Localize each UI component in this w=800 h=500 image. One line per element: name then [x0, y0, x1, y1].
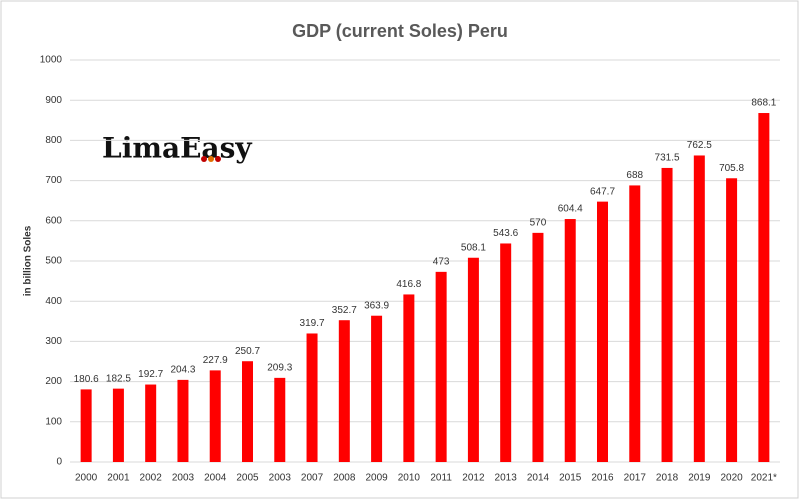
x-tick-label: 2019 [688, 473, 711, 484]
y-tick-label: 1000 [40, 55, 63, 66]
bar [726, 178, 738, 462]
x-tick-label: 2008 [333, 473, 356, 484]
x-tick-label: 2013 [495, 473, 518, 484]
bar [242, 361, 253, 462]
bar [338, 320, 350, 462]
x-tick-label: 2009 [365, 473, 388, 484]
x-tick-label: 2003 [172, 473, 195, 484]
value-label: 705.8 [719, 163, 744, 174]
x-tick-label: 2000 [75, 473, 98, 484]
value-label: 319.7 [300, 318, 325, 329]
bar [145, 384, 157, 462]
value-label: 180.6 [74, 374, 99, 385]
value-label: 209.3 [267, 363, 292, 374]
x-tick-label: 2015 [559, 473, 582, 484]
value-label: 543.6 [493, 228, 518, 239]
bar [80, 389, 92, 462]
x-tick-label: 2017 [624, 473, 647, 484]
x-tick-label: 2007 [301, 473, 324, 484]
x-tick-label: 2016 [591, 473, 614, 484]
x-tick-label: 2011 [430, 473, 452, 484]
value-label: 192.7 [138, 369, 163, 380]
y-tick-label: 200 [45, 376, 62, 387]
x-tick-label: 2005 [236, 473, 259, 484]
x-tick-label: 2018 [656, 473, 679, 484]
y-tick-label: 0 [56, 457, 62, 468]
bar [564, 219, 576, 462]
y-tick-label: 400 [45, 296, 62, 307]
value-label: 227.9 [203, 355, 228, 366]
value-label: 352.7 [332, 305, 357, 316]
logo-dot [201, 156, 207, 162]
x-tick-label: 2012 [462, 473, 485, 484]
bar [467, 257, 479, 462]
x-tick-label: 2020 [720, 473, 743, 484]
value-label: 182.5 [106, 373, 131, 384]
value-label: 508.1 [461, 242, 486, 253]
bar [112, 388, 124, 462]
bar [177, 379, 189, 462]
value-label: 250.7 [235, 346, 260, 357]
y-tick-label: 600 [45, 215, 62, 226]
chart-title: GDP (current Soles) Peru [292, 21, 508, 41]
value-label: 647.7 [590, 186, 615, 197]
bar [758, 113, 770, 462]
logo: LimaEasy [102, 132, 252, 165]
value-label: 868.1 [751, 98, 776, 109]
value-label: 604.4 [558, 204, 583, 215]
bar [629, 185, 641, 462]
value-label: 204.3 [170, 365, 195, 376]
bar [532, 232, 544, 462]
value-label: 688 [626, 170, 643, 181]
y-tick-label: 500 [45, 256, 62, 267]
bar [500, 243, 512, 462]
x-tick-label: 2004 [204, 473, 227, 484]
bar [693, 155, 705, 462]
y-axis-label: in billion Soles [23, 225, 34, 296]
bar [661, 167, 673, 462]
value-label: 762.5 [687, 140, 712, 151]
y-tick-label: 900 [45, 95, 62, 106]
bar [403, 294, 415, 462]
y-tick-label: 800 [45, 135, 62, 146]
bar [371, 315, 383, 462]
logo-dot [208, 156, 214, 162]
bar [306, 333, 318, 462]
y-tick-label: 300 [45, 336, 62, 347]
bar [435, 271, 447, 462]
bar [274, 377, 286, 462]
value-label: 731.5 [655, 153, 680, 164]
bar [209, 370, 221, 462]
logo-dot [215, 156, 221, 162]
y-tick-label: 700 [45, 175, 62, 186]
x-tick-label: 2021* [751, 473, 777, 484]
x-tick-label: 2002 [140, 473, 163, 484]
y-tick-label: 100 [45, 416, 62, 427]
x-tick-label: 2014 [527, 473, 550, 484]
x-tick-label: 2003 [269, 473, 292, 484]
x-tick-label: 2010 [398, 473, 421, 484]
bar [597, 201, 608, 462]
value-label: 363.9 [364, 300, 389, 311]
x-tick-label: 2001 [107, 473, 130, 484]
value-label: 416.8 [396, 279, 421, 290]
value-label: 473 [433, 256, 450, 267]
value-label: 570 [530, 218, 547, 229]
